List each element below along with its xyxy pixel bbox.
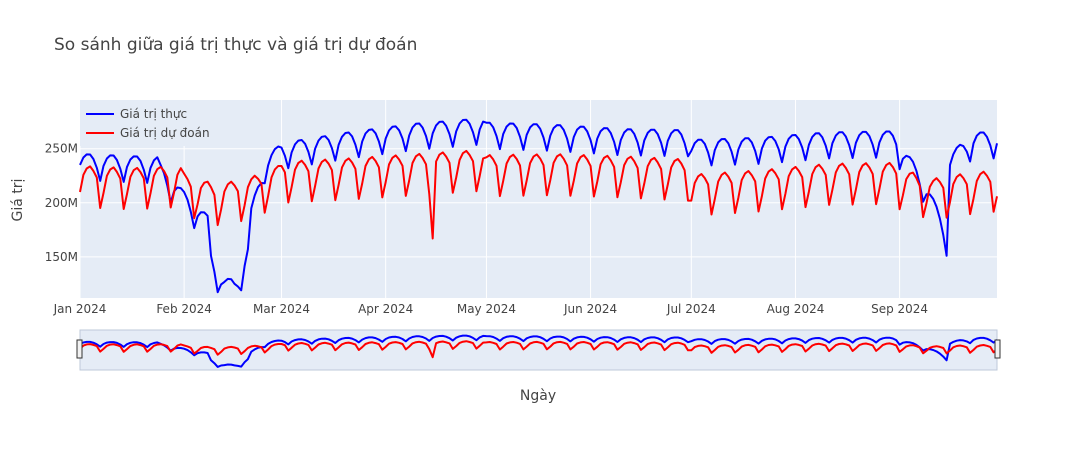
x-tick-label: Jun 2024 (563, 302, 617, 316)
x-tick-label: Aug 2024 (767, 302, 825, 316)
x-tick-label: Jul 2024 (666, 302, 716, 316)
series-lines[interactable] (79, 118, 998, 294)
chart-title: So sánh giữa giá trị thực và giá trị dự … (54, 35, 417, 55)
x-tick-label: May 2024 (457, 302, 516, 316)
legend-background (80, 100, 216, 146)
range-slider-left-handle[interactable] (76, 339, 83, 359)
mini-line-predicted (79, 340, 998, 359)
range-slider-preview (79, 334, 998, 368)
series-line-actual[interactable] (79, 118, 998, 294)
legend-label-predicted[interactable]: Giá trị dự đoán (120, 126, 210, 140)
y-tick-label: 200M (45, 196, 78, 210)
x-tick-label: Jan 2024 (53, 302, 107, 316)
legend-label-actual[interactable]: Giá trị thực (120, 107, 187, 121)
x-tick-label: Feb 2024 (156, 302, 212, 316)
series-line-predicted[interactable] (79, 149, 998, 240)
y-tick-label: 250M (45, 142, 78, 156)
x-tick-label: Sep 2024 (871, 302, 928, 316)
y-tick-label: 150M (45, 250, 78, 264)
range-slider-right-handle[interactable] (994, 339, 1001, 359)
y-axis-title: Giá trị (10, 179, 26, 222)
x-axis-title: Ngày (520, 388, 556, 404)
y-tick-labels: 150M 200M 250M (45, 142, 78, 264)
x-tick-label: Mar 2024 (253, 302, 310, 316)
x-tick-label: Apr 2024 (358, 302, 413, 316)
x-tick-labels: Jan 2024 Feb 2024 Mar 2024 Apr 2024 May 2024… (53, 302, 929, 316)
plot-background (80, 100, 997, 298)
legend[interactable]: Giá trị thực Giá trị dự đoán (80, 100, 216, 146)
y-gridlines (80, 148, 997, 258)
mini-line-actual (79, 334, 998, 368)
